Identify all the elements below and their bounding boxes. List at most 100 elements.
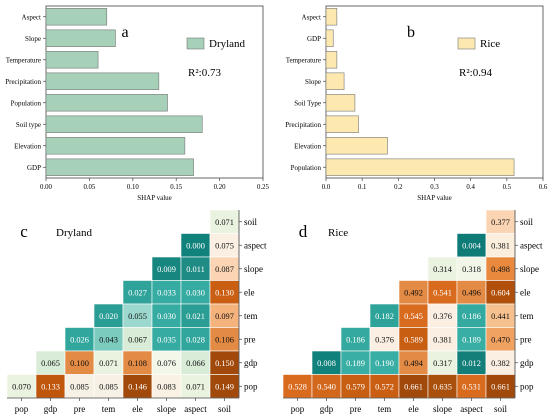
y-tick-label: GDP — [307, 35, 321, 43]
cell-value-label: 0.189 — [462, 335, 481, 344]
bar-aspect — [325, 8, 338, 26]
y-tick-label: GDP — [27, 164, 41, 172]
cell-value-label: 0.071 — [99, 359, 118, 368]
x-axis-label: SHAP value — [417, 194, 452, 202]
cell-value-label: 0.146 — [128, 382, 147, 391]
x-tick-label: 0.00 — [40, 184, 52, 191]
cell-value-label: 0.066 — [186, 359, 205, 368]
cell-value-label: 0.545 — [404, 312, 423, 321]
panel-letter: b — [407, 24, 415, 41]
cell-value-label: 0.004 — [462, 241, 482, 250]
row-label: aspect — [244, 240, 267, 250]
cell-value-label: 0.026 — [70, 335, 89, 344]
bar-population — [45, 94, 168, 112]
x-tick-label: 0.25 — [257, 184, 269, 191]
cell-value-label: 0.070 — [12, 382, 31, 391]
cell-value-label: 0.106 — [215, 335, 234, 344]
cell-value-label: 0.441 — [491, 312, 510, 321]
bar-elevation — [325, 137, 388, 155]
column-label: ele — [132, 404, 143, 414]
row-label: pre — [244, 334, 256, 344]
cell-value-label: 0.085 — [70, 382, 89, 391]
cell-value-label: 0.377 — [491, 218, 510, 227]
cell-value-label: 0.496 — [462, 288, 481, 297]
bar-aspect — [45, 8, 108, 26]
column-label: aspect — [460, 404, 483, 414]
cell-value-label: 0.065 — [41, 359, 60, 368]
row-label: ele — [520, 287, 531, 297]
cell-value-label: 0.635 — [433, 382, 452, 391]
x-tick-label: 0.3 — [430, 184, 439, 191]
y-tick-label: Elevation — [14, 142, 41, 150]
row-label: ele — [244, 287, 255, 297]
cell-value-label: 0.186 — [346, 335, 365, 344]
column-label: pre — [74, 404, 86, 414]
cell-value-label: 0.087 — [215, 265, 234, 274]
cell-value-label: 0.376 — [375, 335, 394, 344]
row-label: tem — [244, 311, 258, 321]
bar-precipitation — [325, 115, 359, 133]
legend-label: Dryland — [209, 38, 246, 50]
cell-value-label: 0.492 — [404, 288, 423, 297]
r-squared-annotation: R²:0.94 — [459, 67, 492, 79]
cell-value-label: 0.149 — [215, 382, 234, 391]
y-tick-label: Population — [11, 99, 42, 107]
column-label: pop — [15, 404, 29, 414]
cell-value-label: 0.030 — [186, 288, 205, 297]
cell-value-label: 0.494 — [404, 359, 424, 368]
row-label: slope — [244, 264, 263, 274]
bar-slope — [325, 72, 345, 90]
column-label: ele — [408, 404, 419, 414]
cell-value-label: 0.067 — [128, 335, 147, 344]
y-tick-label: Precipitation — [5, 78, 41, 86]
bar-temperature — [45, 51, 99, 69]
column-label: gdp — [320, 404, 334, 414]
row-label: pop — [244, 381, 258, 391]
cell-value-label: 0.604 — [491, 288, 511, 297]
column-label: gdp — [44, 404, 58, 414]
x-tick-label: 0.2 — [394, 184, 403, 191]
y-tick-label: Temperature — [286, 56, 321, 64]
row-label: pop — [520, 381, 534, 391]
y-tick-label: Elevation — [294, 142, 321, 150]
cell-value-label: 0.011 — [186, 265, 205, 274]
cell-value-label: 0.097 — [215, 312, 234, 321]
bar-gdp — [45, 158, 194, 176]
bar-gdp — [325, 29, 334, 47]
panel-title: Dryland — [56, 227, 93, 239]
column-label: soil — [218, 404, 232, 414]
cell-value-label: 0.540 — [317, 382, 336, 391]
x-tick-label: 0.15 — [170, 184, 182, 191]
cell-value-label: 0.190 — [375, 359, 394, 368]
x-tick-label: 0.20 — [214, 184, 226, 191]
bar-population — [325, 158, 515, 176]
y-tick-label: Slope — [25, 35, 41, 43]
bar-elevation — [45, 137, 186, 155]
cell-value-label: 0.133 — [41, 382, 60, 391]
cell-value-label: 0.528 — [288, 382, 307, 391]
plot-frame — [45, 5, 264, 179]
y-tick-label: Temperature — [6, 56, 41, 64]
cell-value-label: 0.008 — [317, 359, 336, 368]
cell-value-label: 0.498 — [491, 265, 510, 274]
panel-letter: d — [299, 222, 308, 241]
bar-soil-type — [45, 115, 203, 133]
bar-chart-rice: Aspect GDP Temperature Slope Soil Type Precip… — [285, 5, 548, 202]
column-label: pop — [291, 404, 305, 414]
bar-chart-dryland: Aspect Slope Temperature Precipitation Popul… — [5, 5, 270, 202]
cell-value-label: 0.579 — [346, 382, 365, 391]
cell-value-label: 0.186 — [462, 312, 481, 321]
column-label: tem — [378, 404, 392, 414]
row-label: soil — [520, 217, 534, 227]
column-label: slope — [157, 404, 176, 414]
x-tick-label: 0.1 — [358, 184, 367, 191]
column-label: tem — [102, 404, 116, 414]
y-tick-label: Slope — [305, 78, 321, 86]
legend-swatch — [186, 37, 205, 50]
cell-value-label: 0.589 — [404, 335, 423, 344]
cell-value-label: 0.000 — [186, 241, 205, 250]
cell-value-label: 0.382 — [491, 359, 510, 368]
cell-value-label: 0.317 — [433, 359, 452, 368]
column-label: soil — [494, 404, 508, 414]
